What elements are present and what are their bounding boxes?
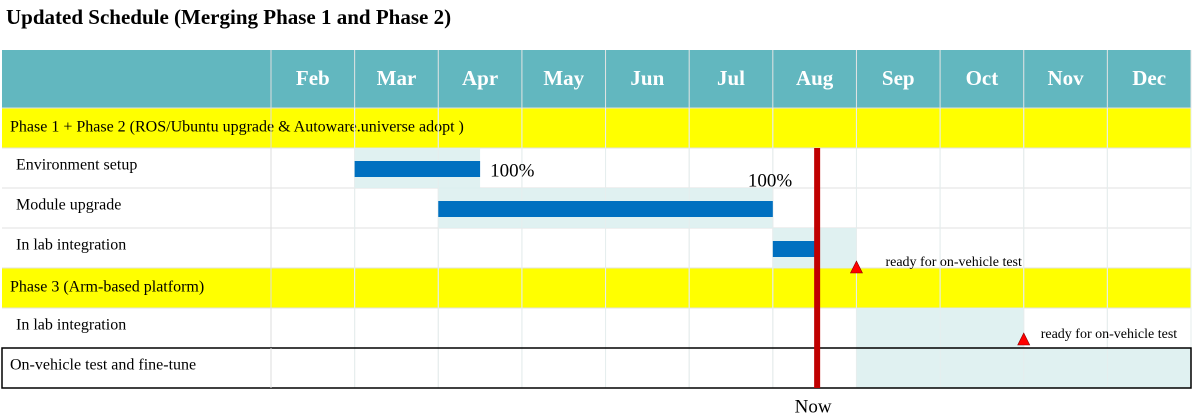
phase-label: Phase 1 + Phase 2 (ROS/Ubuntu upgrade & … [10, 119, 464, 136]
milestone [849, 260, 863, 274]
month-label: Nov [1047, 66, 1084, 90]
month-label: Aug [796, 66, 834, 90]
phase-label: Phase 3 (Arm-based platform) [10, 279, 204, 296]
phase-row [2, 108, 1191, 148]
month-label: Jul [717, 66, 745, 90]
chart-title: Updated Schedule (Merging Phase 1 and Ph… [6, 5, 451, 29]
task-label: In lab integration [16, 237, 126, 254]
phase-row [2, 268, 1191, 308]
task-label: Environment setup [16, 157, 137, 174]
last-row-border [1, 347, 1192, 389]
progress-label: 100% [748, 170, 793, 191]
milestone [1017, 332, 1031, 346]
month-label: Apr [462, 66, 498, 90]
now-line [814, 148, 821, 388]
progress-bar [772, 241, 818, 257]
progress-label: 100% [490, 160, 535, 181]
month-label: Jun [630, 66, 664, 90]
month-label: Oct [966, 66, 999, 90]
milestone-label: ready for on-vehicle test [885, 255, 1022, 270]
month-label: Sep [882, 66, 915, 90]
task-label: In lab integration [16, 317, 126, 334]
progress-bar [438, 201, 773, 217]
month-label: May [543, 66, 584, 90]
progress-bar [354, 161, 481, 177]
month-label: Dec [1132, 66, 1166, 90]
header [2, 50, 1191, 108]
month-label: Mar [377, 66, 417, 90]
milestone-label: ready for on-vehicle test [1041, 327, 1178, 342]
task-label: Module upgrade [16, 197, 121, 214]
task-label: On-vehicle test and fine-tune [10, 357, 196, 374]
month-label: Feb [296, 66, 330, 90]
now-label: Now [795, 396, 832, 417]
